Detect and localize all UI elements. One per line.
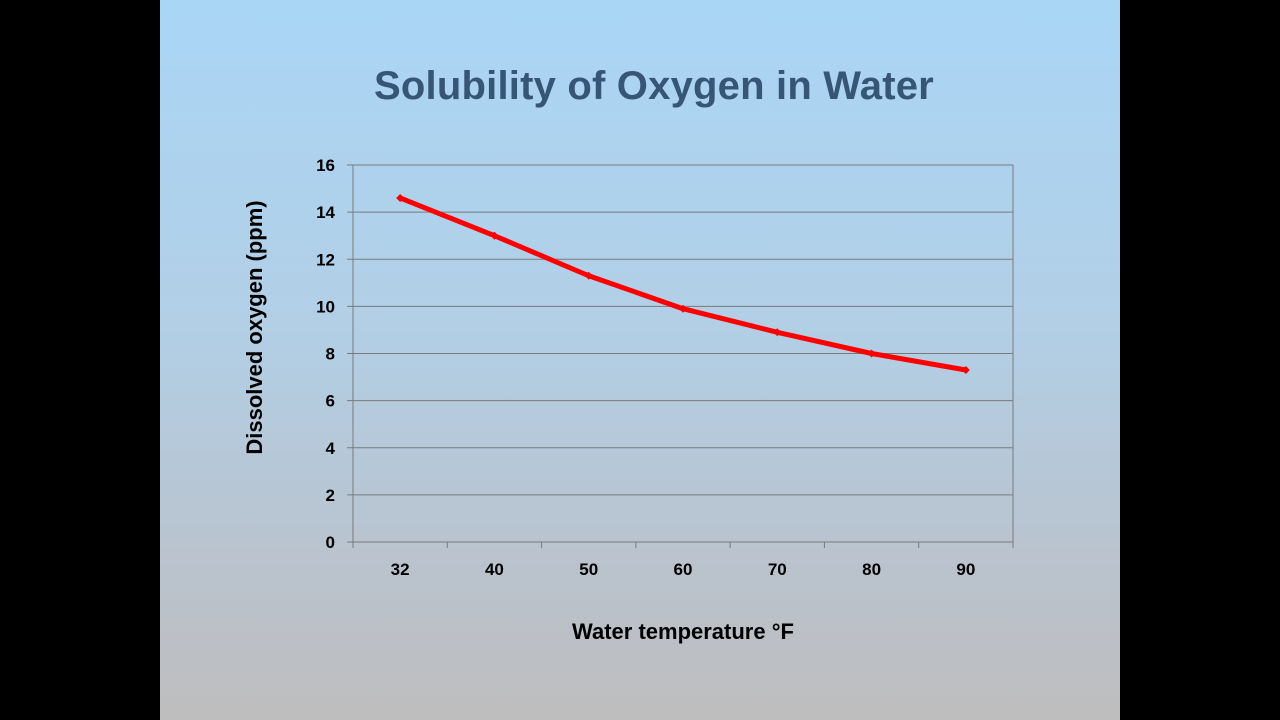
y-tick-label: 10 [316, 297, 335, 316]
y-tick-label: 14 [316, 203, 335, 222]
data-point [867, 349, 876, 358]
x-tick-label: 90 [956, 560, 975, 579]
data-series [396, 193, 970, 374]
data-point [396, 193, 405, 202]
x-tick-label: 40 [485, 560, 504, 579]
y-tick-label: 16 [316, 156, 335, 175]
x-tick-label: 70 [768, 560, 787, 579]
data-point [584, 271, 593, 280]
x-tick-label: 60 [674, 560, 693, 579]
chart-title: Solubility of Oxygen in Water [374, 64, 934, 108]
x-axis-label: Water temperature °F [572, 619, 794, 644]
y-tick-labels: 0 2 4 6 8 10 12 14 16 [316, 156, 335, 552]
y-tick-label: 0 [326, 533, 335, 552]
y-tick-label: 4 [326, 439, 336, 458]
series-line [397, 195, 969, 373]
data-point [490, 231, 499, 240]
y-tick-label: 2 [326, 486, 335, 505]
data-point [961, 365, 970, 374]
x-tick-label: 80 [862, 560, 881, 579]
y-axis-label: Dissolved oxygen (ppm) [242, 200, 267, 454]
slide: Solubility of Oxygen in Water 0 2 4 6 8 10 12 1… [160, 0, 1120, 720]
y-tick-label: 12 [316, 250, 335, 269]
data-point [773, 328, 782, 337]
y-tick-label: 6 [326, 392, 335, 411]
data-point [679, 304, 687, 313]
gridlines [353, 164, 1013, 496]
x-tick-label: 32 [391, 560, 410, 579]
axes [347, 164, 1014, 548]
x-tick-labels: 32 40 50 60 70 80 90 [391, 560, 976, 579]
y-tick-label: 8 [326, 345, 335, 364]
line-chart: 0 2 4 6 8 10 12 14 16 32 40 50 60 70 80 90 Water tempe… [242, 156, 1014, 644]
x-tick-label: 50 [579, 560, 598, 579]
